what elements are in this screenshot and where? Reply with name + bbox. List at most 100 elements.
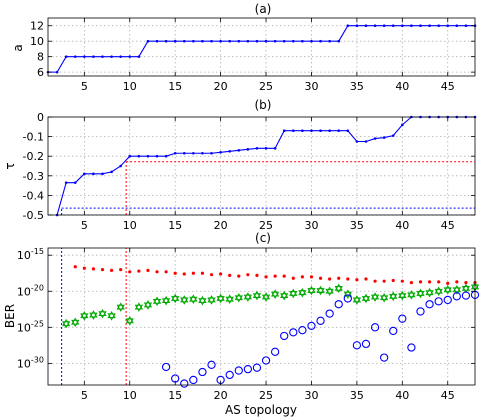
panel-c-series-1-point (161, 295, 171, 306)
panel-b-series-0-point (101, 172, 104, 176)
panel-a-series-0-point (219, 39, 222, 43)
panel-a-series-0-point (455, 24, 459, 28)
panel-b-series-0-point (155, 154, 159, 158)
panel-a-y-tick-label: 6 (37, 66, 44, 79)
panel-c-series-0-point (409, 281, 414, 285)
panel-c-series-0-point (437, 280, 441, 284)
panel-b-series-0-point (264, 147, 268, 150)
panel-c-series-2-point (180, 379, 189, 388)
panel-c-series-0-point (109, 268, 114, 272)
panel-c-series-2-point (370, 323, 380, 332)
panel-a-series-0-point (282, 39, 286, 43)
panel-c-series-2-point (252, 363, 262, 372)
panel-c-series-0-point (400, 279, 404, 283)
panel-a-series-0-point (410, 24, 413, 28)
panel-c-series-1-point (416, 288, 425, 299)
panel-c-series-1-point (80, 310, 89, 321)
panel-b-y-tick-label: -0.2 (23, 150, 44, 163)
panel-a-series-0-point (101, 55, 104, 58)
panel-b-series-0-point (73, 181, 77, 184)
panel-c-series-1-point (370, 292, 380, 302)
panel-b-series-0-point (273, 147, 277, 150)
panel-c-x-tick-label: 30 (304, 389, 318, 402)
panel-a-series-0-point (92, 55, 95, 58)
panel-c-series-1-point (225, 294, 234, 304)
panel-a-series-0-point (237, 39, 241, 43)
panel-c-series-0-point (82, 266, 86, 270)
panel-c-series-2-point (352, 341, 362, 350)
panel-a-series-0-point (346, 24, 350, 28)
panel-a-plot-area (47, 17, 476, 77)
panel-b-series-0-point (128, 154, 132, 158)
panel-c-series-0-point (200, 271, 205, 275)
panel-c-series-1-point (334, 283, 343, 294)
panel-c-series-1-point (280, 290, 289, 301)
panel-c-series-0-point (427, 280, 432, 284)
panel-b-series-0-point (201, 151, 204, 155)
panel-b-series-0-point (192, 151, 195, 155)
panel-a-series-0-point (192, 39, 195, 43)
panel-c-series-0-point (273, 274, 277, 278)
panel-a-x-tick-label: 35 (350, 80, 364, 93)
panel-c-series-2-point (398, 314, 407, 323)
panel-a: (a) 5 10 15 20 25 30 35 40 45 6 8 10 12 a (11, 2, 477, 93)
panel-c-series-0-point (119, 268, 123, 272)
panel-a-series-0-point (291, 39, 295, 43)
panel-a-series-0-point (364, 24, 368, 28)
panel-c-series-2-point (225, 370, 234, 380)
panel-b-y-tick-label: -0.3 (23, 170, 44, 183)
panel-c-series-0-point (264, 275, 268, 279)
panel-b-plot-area (47, 116, 476, 216)
panel-b-x-tick-label: 10 (123, 219, 137, 232)
panel-b-series-0-point (64, 181, 68, 184)
panel-b-series-0-point (237, 149, 241, 152)
panel-c-series-1-point (261, 292, 271, 302)
panel-c-series-1-point (216, 293, 225, 304)
panel-c-series-2-point (207, 360, 216, 369)
panel-c-series-1-point (407, 290, 416, 300)
panel-a-series-0-point (264, 39, 268, 43)
panel-c-series-0-point (255, 273, 259, 277)
panel-a-series-0-point (210, 39, 213, 43)
panel-c-series-0-point (309, 275, 314, 279)
panel-c-y-tick-label: 10-15 (17, 247, 44, 262)
panel-b-series-0-point (373, 137, 377, 140)
panel-a-y-tick-label: 8 (37, 51, 44, 64)
panel-c-series-0-point (464, 281, 468, 285)
panel-b-series-0-point (282, 129, 286, 133)
panel-b-y-tick-label: -0.4 (23, 189, 44, 202)
panel-c-series-2-point (261, 356, 271, 365)
panel-c-x-tick-label: 35 (350, 389, 364, 402)
panel-a-series-0-point (464, 24, 468, 28)
panel-c-series-1-point (452, 285, 461, 295)
panel-c-series-0-point (228, 273, 232, 277)
panel-b-y-tick-label: 0 (37, 111, 44, 124)
panel-a-series-0-point (110, 55, 113, 58)
panel-c-series-0-point (91, 267, 96, 271)
panel-c-series-2-point (316, 316, 325, 325)
panel-a-series-0-point (437, 24, 440, 28)
panel-c-series-2-point (379, 353, 389, 362)
panel-a-series-0-point (173, 39, 177, 43)
panel-c-series-0-point (382, 279, 386, 283)
panel-a-label: (a) (255, 2, 272, 16)
panel-b-series-0-point (182, 151, 186, 155)
panel-c-series-0-point (282, 274, 286, 278)
panel-c-series-2-point (289, 328, 298, 337)
panel-c-y-tick-label: 10-20 (17, 283, 44, 298)
panel-c-series-1-point (171, 293, 180, 304)
panel-c-series-1-point (143, 300, 153, 310)
panel-b-series-0-point (328, 129, 331, 133)
panel-b-x-tick-label: 40 (395, 219, 409, 232)
panel-b-series-0-point (83, 172, 86, 176)
panel-a-series-0-point (155, 39, 159, 43)
panel-c-series-0-point (246, 273, 250, 277)
panel-c-series-2-point (434, 297, 443, 306)
panel-b-series-0-point (119, 164, 122, 168)
panel-c-series-0-point (337, 276, 341, 280)
panel-c-x-tick-label: 15 (168, 389, 182, 402)
panel-b: (b) 5 10 15 20 25 30 35 40 45 -0.5 -0.4 -0.3 -0.2 -0… (3, 98, 477, 232)
panel-c-series-1-point (189, 294, 198, 304)
panel-b-x-tick-label: 25 (259, 219, 273, 232)
panel-c-plot-area (47, 247, 476, 386)
